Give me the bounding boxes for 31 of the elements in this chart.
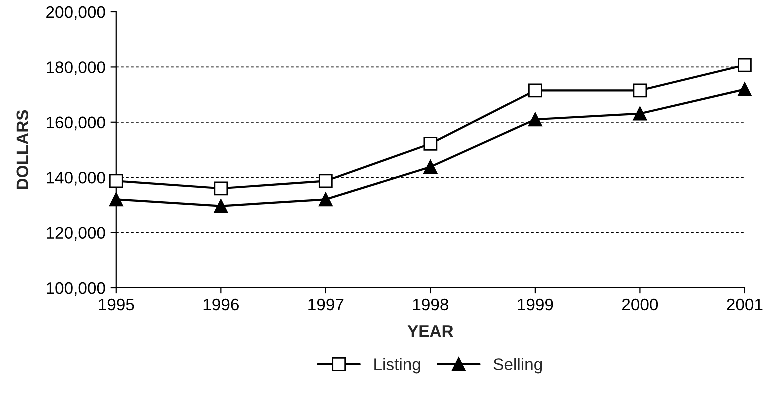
point [214, 199, 228, 214]
point [424, 136, 438, 151]
x-tick-label: 1996 [204, 298, 239, 311]
point [528, 84, 542, 98]
point [738, 58, 752, 72]
x-axis-title: YEAR [408, 326, 454, 338]
x-tick-label: 2000 [622, 298, 658, 311]
point [318, 174, 333, 188]
point [528, 112, 542, 127]
point [633, 106, 648, 121]
y-axis-title: DOLLARS [16, 110, 29, 190]
y-tick-label: 160,000 [47, 116, 106, 131]
x-tick-label: 1999 [518, 298, 554, 311]
point [633, 84, 648, 98]
y-tick-label: 100,000 [47, 282, 106, 296]
point [424, 160, 438, 174]
x-tick-label: 2001 [727, 298, 763, 311]
y-tick-label: 200,000 [46, 6, 106, 20]
y-tick-label: 180,000 [47, 62, 106, 76]
y-tick-label: 120,000 [47, 227, 106, 241]
x-tick-label: 1995 [99, 298, 134, 311]
legend-label: Selling [494, 358, 542, 374]
point [318, 192, 333, 207]
y-tick-label: 140,000 [47, 172, 106, 186]
x-tick-label: 1998 [413, 298, 448, 311]
point [109, 192, 124, 207]
legend-label: Listing [374, 358, 420, 374]
point [214, 182, 228, 196]
point [109, 174, 124, 188]
x-tick-label: 1997 [308, 298, 344, 311]
point [738, 82, 752, 96]
